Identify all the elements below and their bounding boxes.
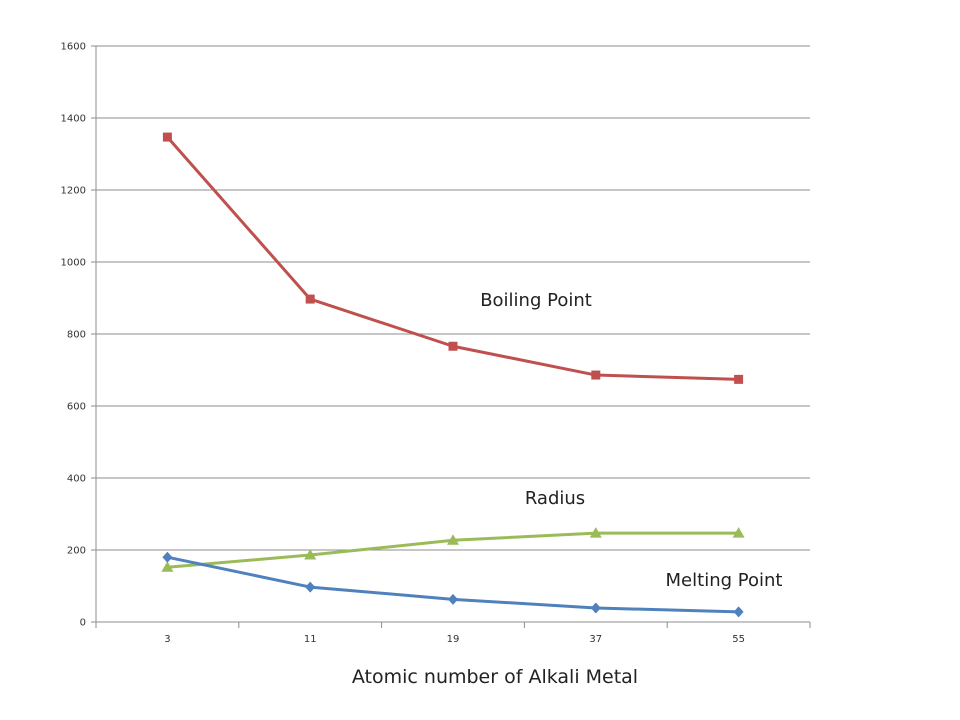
x-axis-title: Atomic number of Alkali Metal <box>352 666 638 688</box>
data-point <box>448 593 458 605</box>
y-tick-label: 1000 <box>61 258 86 269</box>
y-tick-labels: 0 200 400 600 800 1000 1200 1400 1600 <box>61 42 86 629</box>
series-label-radius: Radius <box>525 488 585 509</box>
x-tick-label: 11 <box>304 634 317 645</box>
data-point <box>161 561 174 572</box>
y-tick-label: 200 <box>67 546 86 557</box>
data-point <box>733 606 744 618</box>
y-tick-label: 800 <box>67 330 86 341</box>
data-point <box>589 527 602 538</box>
series-melting-point <box>162 551 744 618</box>
axes <box>91 45 811 628</box>
series-label-melting-point: Melting Point <box>666 570 783 591</box>
y-tick-label: 0 <box>80 618 86 629</box>
x-tick-labels: 3 11 19 37 55 <box>164 634 745 645</box>
data-point <box>590 602 601 614</box>
y-tick-label: 600 <box>67 402 86 413</box>
x-tick-label: 19 <box>447 634 460 645</box>
series-boiling-point <box>162 132 744 384</box>
y-tick-label: 1200 <box>61 186 86 197</box>
data-point <box>162 551 173 563</box>
y-tick-label: 1600 <box>61 42 86 53</box>
x-tick-label: 3 <box>164 634 170 645</box>
series-group <box>161 132 745 618</box>
data-point <box>734 374 744 384</box>
data-point <box>304 549 317 560</box>
data-point <box>305 294 315 304</box>
data-point <box>591 370 601 380</box>
series-label-boiling-point: Boiling Point <box>480 290 592 311</box>
data-point <box>448 341 458 351</box>
x-tick-label: 55 <box>732 634 745 645</box>
data-point <box>305 581 316 593</box>
y-tick-label: 1400 <box>61 114 86 125</box>
y-tick-label: 400 <box>67 474 86 485</box>
data-point <box>732 527 745 538</box>
series-radius <box>161 527 745 572</box>
x-tick-label: 37 <box>589 634 602 645</box>
gridlines <box>96 45 810 551</box>
data-point <box>447 534 459 545</box>
series-labels: Boiling Point Radius Melting Point <box>480 290 782 591</box>
data-point <box>162 132 172 142</box>
